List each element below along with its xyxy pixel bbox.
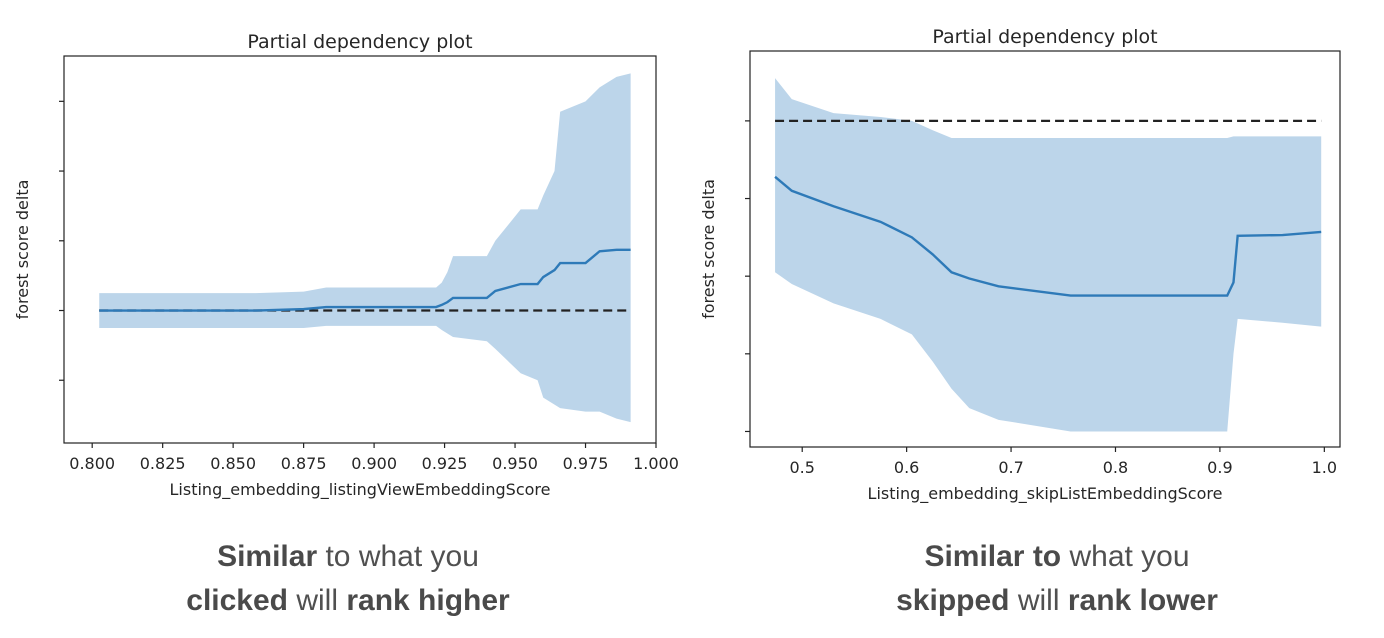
x-tick-label: 1.000	[633, 454, 679, 473]
x-axis-label: Listing_embedding_listingViewEmbeddingSc…	[170, 480, 551, 500]
caption-run: skipped	[896, 584, 1010, 617]
chart-title: Partial dependency plot	[247, 31, 472, 53]
caption-left: Similar to what you clicked will rank hi…	[68, 535, 628, 623]
chart-title: Partial dependency plot	[932, 26, 1157, 48]
caption-left-line1: Similar to what you	[68, 535, 628, 579]
caption-run: will	[1009, 584, 1068, 617]
x-axis-label: Listing_embedding_skipListEmbeddingScore	[868, 484, 1223, 504]
x-tick-label: 0.8	[1103, 458, 1128, 477]
x-tick-label: 0.825	[140, 454, 186, 473]
caption-right: Similar to what you skipped will rank lo…	[777, 535, 1337, 623]
x-tick-label: 0.6	[894, 458, 919, 477]
x-tick-label: 0.975	[563, 454, 609, 473]
x-tick-label: 0.900	[351, 454, 397, 473]
x-tick-label: 0.9	[1207, 458, 1232, 477]
caption-run: rank higher	[346, 584, 510, 617]
plot-frame	[63, 55, 657, 444]
plot-frame	[749, 50, 1341, 448]
pdp-chart-skip-list: 0.5 0.6 0.7 0.8 0.9 1.0 Partial dependency plo…	[699, 26, 1341, 504]
x-tick-label: 1.0	[1312, 458, 1337, 477]
caption-run: to what you	[317, 540, 479, 573]
caption-right-line2: skipped will rank lower	[777, 579, 1337, 623]
caption-run: Similar	[217, 540, 318, 573]
x-tick-label: 0.800	[69, 454, 115, 473]
caption-run: Similar to	[924, 540, 1062, 573]
x-tick-label: 0.950	[492, 454, 538, 473]
y-axis-label: forest score delta	[699, 179, 718, 319]
confidence-band	[775, 78, 1322, 432]
caption-run: rank lower	[1067, 584, 1218, 617]
caption-run: clicked	[186, 584, 288, 617]
x-tick-label: 0.5	[789, 458, 814, 477]
y-axis-label: forest score delta	[13, 180, 32, 320]
caption-run: will	[288, 584, 347, 617]
pdp-chart-listing-view: 0.800 0.825 0.850 0.875 0.900 0.925 0.950 0.975…	[13, 31, 679, 500]
caption-left-line2: clicked will rank higher	[68, 579, 628, 623]
confidence-band	[99, 73, 631, 423]
series-line	[99, 248, 631, 312]
x-tick-label: 0.875	[281, 454, 327, 473]
series-line	[774, 175, 1322, 297]
x-tick-label: 0.850	[210, 454, 256, 473]
caption-right-line1: Similar to what you	[777, 535, 1337, 579]
x-tick-label: 0.7	[998, 458, 1023, 477]
caption-run: what you	[1061, 540, 1190, 573]
x-tick-label: 0.925	[422, 454, 468, 473]
